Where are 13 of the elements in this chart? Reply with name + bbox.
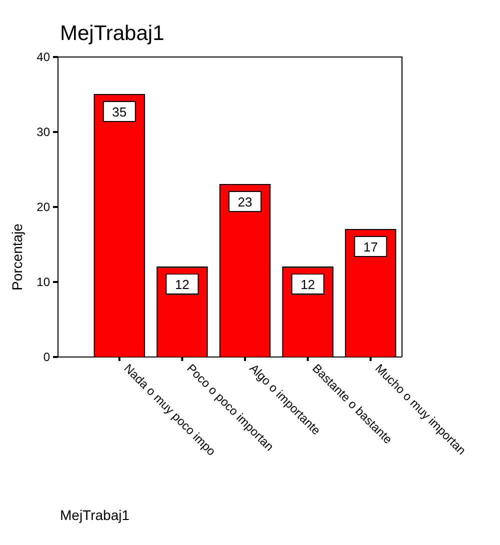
y-tick-label: 0 — [43, 350, 50, 364]
x-axis-title: MejTrabaj1 — [60, 507, 130, 523]
y-axis-title: Porcentaje — [9, 223, 25, 290]
data-label: 12 — [300, 277, 316, 292]
y-tick-label: 40 — [36, 50, 50, 64]
data-label: 12 — [174, 277, 190, 292]
data-label: 35 — [112, 104, 127, 120]
chart-title: MejTrabaj1 — [60, 22, 164, 45]
data-label: 23 — [238, 194, 252, 210]
y-tick-label: 30 — [36, 125, 50, 139]
y-tick-label: 10 — [36, 275, 50, 289]
y-tick-label: 20 — [36, 200, 50, 214]
data-label: 17 — [363, 240, 378, 254]
